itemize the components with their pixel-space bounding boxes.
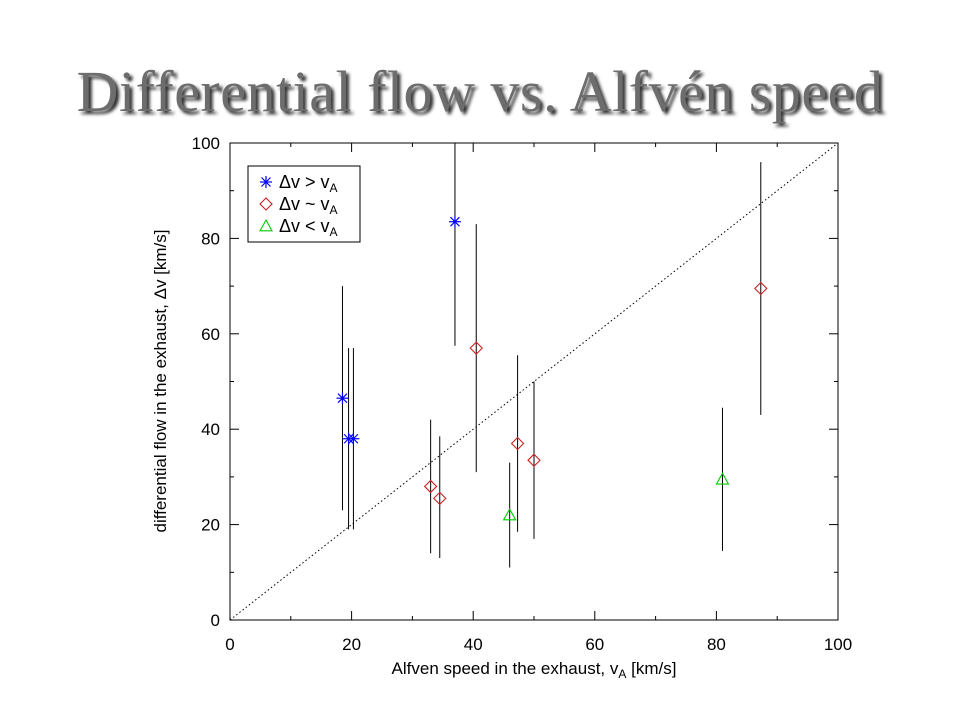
diamond-marker: [432, 491, 447, 506]
diamond-marker: [754, 281, 768, 296]
y-tick-label: 40: [201, 420, 220, 439]
diamond-marker: [423, 479, 438, 494]
diamond-marker: [527, 453, 541, 467]
legend-entry: Δv ~ vA: [279, 194, 338, 217]
triangle-marker: [502, 507, 517, 521]
legend-entry: Δv < vA: [279, 216, 338, 239]
y-axis-label: differential flow in the exhaust, Δv [km…: [151, 229, 170, 532]
y-tick-label: 20: [201, 516, 220, 535]
reference-line: [229, 142, 839, 621]
legend-marker-diamond: [259, 197, 273, 211]
x-tick-label: 60: [585, 635, 604, 654]
y-tick-label: 60: [201, 325, 220, 344]
diamond-marker: [510, 436, 525, 451]
x-axis-label: Alfven speed in the exhaust, vA [km/s]: [392, 659, 677, 681]
triangle-marker: [715, 472, 730, 485]
asterisk-marker: [336, 392, 349, 405]
y-tick-label: 0: [211, 611, 220, 630]
diamond-marker: [469, 341, 484, 355]
legend-entry: Δv > vA: [279, 172, 338, 195]
data-markers: [336, 215, 768, 521]
slide-title: Differential flow vs. Alfvén speed: [76, 59, 884, 124]
y-axis-label-delta: Δ: [151, 288, 170, 299]
x-tick-label: 80: [707, 635, 726, 654]
x-tick-label: 20: [342, 635, 361, 654]
x-tick-label: 0: [225, 635, 234, 654]
x-axis-label-sub: A: [618, 667, 626, 681]
asterisk-marker: [347, 432, 360, 445]
y-axis-label-tail: v [km/s]: [151, 229, 170, 288]
error-bars: [341, 143, 762, 568]
diagonal-line: [229, 142, 839, 621]
asterisk-marker: [448, 215, 461, 228]
legend-box: [247, 165, 361, 243]
y-tick-label: 80: [201, 229, 220, 248]
legend-marker-triangle: [259, 218, 273, 232]
legend-marker-asterisk: [260, 176, 272, 188]
x-tick-label: 40: [464, 635, 483, 654]
axis-ticks: 0 20 40 60 80 100 0 20 40 60 80 100: [192, 134, 853, 654]
y-tick-label: 100: [192, 134, 220, 153]
x-axis-label-tail: [km/s]: [626, 659, 676, 678]
x-tick-label: 100: [824, 635, 852, 654]
